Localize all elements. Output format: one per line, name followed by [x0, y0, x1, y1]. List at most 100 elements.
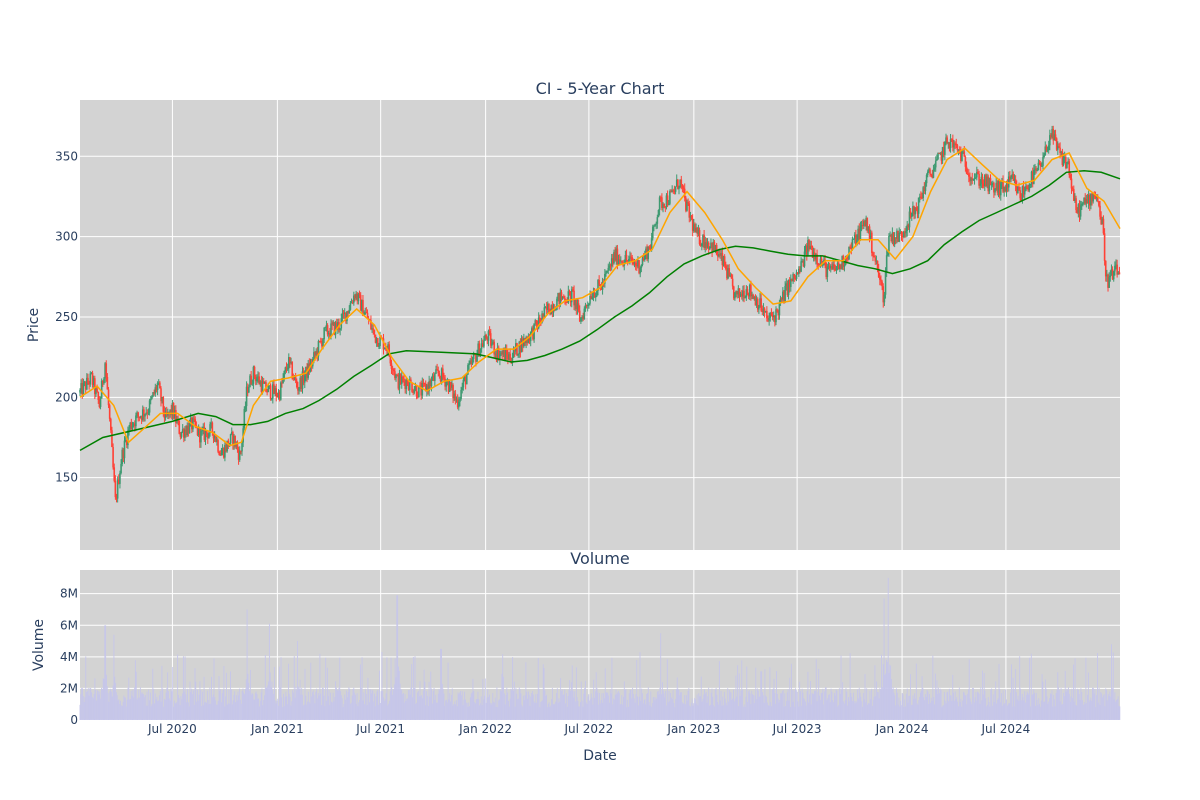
candle-body	[1058, 146, 1060, 148]
candle-body	[494, 353, 497, 355]
candle-body	[610, 258, 613, 267]
candle-body	[665, 195, 668, 208]
candle-body	[505, 349, 508, 355]
candle-body	[1115, 264, 1117, 266]
candle-body	[155, 387, 158, 390]
volume-bar	[268, 623, 270, 720]
candle-body	[717, 254, 719, 257]
candle-body	[1041, 165, 1043, 167]
volume-bar	[728, 690, 730, 720]
volume-bar	[728, 701, 729, 720]
volume-bar	[900, 705, 902, 720]
volume-bar	[335, 681, 337, 720]
candle-body	[859, 226, 862, 241]
volume-bar	[260, 692, 262, 720]
volume-y-tick-label: 4M	[60, 650, 78, 664]
volume-bar	[1049, 693, 1051, 720]
volume-bar	[714, 689, 716, 720]
volume-bar	[206, 702, 208, 720]
volume-bar	[1065, 691, 1067, 720]
candle-body	[803, 251, 806, 267]
volume-bar	[389, 691, 391, 720]
volume-bar	[1095, 707, 1097, 720]
candle-body	[991, 183, 994, 185]
volume-bar	[412, 656, 414, 720]
volume-bar	[426, 695, 428, 720]
volume-bar	[1049, 698, 1050, 720]
volume-bar	[318, 695, 320, 720]
candle-body	[1011, 174, 1013, 177]
candle-body	[523, 338, 525, 347]
volume-bar	[94, 678, 96, 720]
candle-body	[853, 234, 856, 239]
candle-body	[964, 156, 967, 167]
volume-bar	[672, 690, 674, 720]
volume-bar	[724, 698, 726, 720]
candle-body	[900, 232, 903, 237]
volume-bar	[870, 699, 872, 720]
candle-body	[673, 190, 676, 192]
candle-body	[810, 245, 813, 247]
volume-bar	[868, 703, 870, 720]
candle-body	[495, 353, 498, 360]
volume-bar	[455, 704, 457, 720]
candle-body	[677, 179, 679, 189]
volume-bar	[366, 705, 368, 720]
volume-bar	[874, 665, 876, 720]
volume-bar	[670, 692, 672, 720]
candle-body	[479, 348, 482, 357]
volume-bar	[834, 695, 836, 720]
volume-bar	[804, 699, 806, 720]
candle-body	[950, 138, 953, 140]
candle-body	[1079, 205, 1082, 217]
candle-body	[605, 272, 607, 274]
volume-bar	[725, 702, 727, 720]
candle-body	[729, 275, 732, 277]
candle-body	[608, 265, 611, 268]
volume-bar	[685, 704, 686, 720]
volume-bar	[333, 701, 335, 720]
volume-bar	[93, 694, 95, 720]
volume-bar	[1058, 687, 1060, 720]
volume-bar	[1106, 700, 1108, 720]
candle-body	[133, 423, 136, 427]
candle-body	[1022, 186, 1025, 195]
candle-body	[254, 376, 257, 382]
volume-bar	[1045, 688, 1047, 720]
volume-bar	[448, 699, 450, 720]
candle-body	[177, 419, 179, 421]
volume-bar	[378, 704, 380, 720]
volume-bar	[852, 692, 854, 720]
candle-body	[252, 366, 255, 384]
candle-body	[811, 246, 814, 258]
candle-body	[1033, 169, 1035, 184]
volume-bar	[647, 687, 649, 720]
volume-bar	[407, 698, 409, 720]
volume-bar	[172, 667, 174, 720]
volume-bar	[690, 706, 691, 720]
candle-body	[685, 197, 687, 211]
candle-body	[734, 292, 736, 299]
x-tick-label: Jul 2020	[147, 722, 197, 736]
candle-body	[863, 221, 865, 226]
volume-bar	[813, 693, 815, 720]
volume-bar	[627, 706, 629, 720]
candle-body	[249, 375, 251, 388]
candle-body	[268, 385, 271, 387]
volume-bar	[87, 688, 89, 720]
volume-bar	[396, 595, 398, 720]
volume-bar	[1003, 704, 1005, 720]
volume-bar	[655, 697, 657, 720]
candle-body	[719, 254, 721, 256]
candle-body	[762, 308, 765, 312]
volume-bar	[952, 674, 954, 720]
volume-bar	[440, 648, 442, 720]
candle-body	[912, 206, 914, 214]
volume-bar	[956, 696, 958, 720]
candle-body	[170, 409, 173, 416]
volume-bar	[827, 698, 829, 720]
volume-bar	[1088, 701, 1090, 720]
volume-bar	[1020, 700, 1022, 720]
candle-body	[940, 152, 943, 161]
candle-body	[969, 176, 971, 182]
